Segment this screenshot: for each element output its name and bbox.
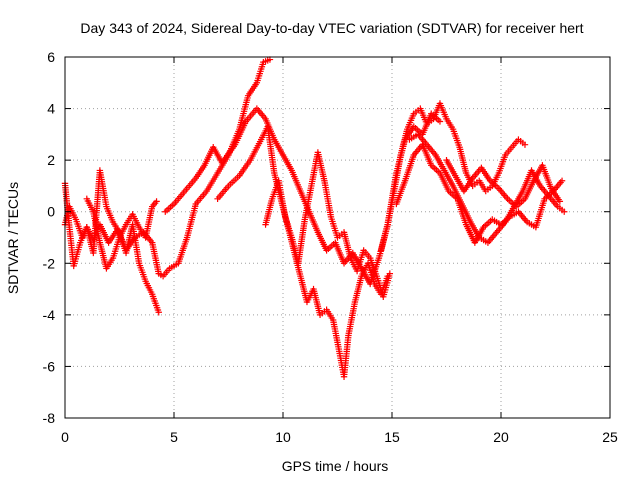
y-tick-label: 0 [47, 204, 55, 220]
x-tick-label: 0 [61, 429, 69, 445]
y-tick-label: 4 [47, 101, 55, 117]
x-tick-label: 25 [602, 429, 618, 445]
data-points [61, 56, 568, 380]
data-point [561, 208, 568, 215]
series-track-10 [83, 195, 160, 272]
x-tick-label: 15 [384, 429, 400, 445]
y-axis-label: SDTVAR / TECUs [5, 182, 21, 294]
plot-frame [64, 56, 611, 419]
x-axis-label: GPS time / hours [282, 458, 389, 474]
x-tick-label: 10 [275, 429, 291, 445]
data-point [558, 177, 566, 184]
y-tick-label: -8 [43, 410, 56, 426]
series-track-3 [214, 123, 391, 380]
data-point [386, 270, 394, 277]
x-tick-label: 20 [493, 429, 509, 445]
x-tick-label: 5 [170, 429, 178, 445]
y-tick-label: 6 [47, 49, 55, 65]
data-point [521, 141, 529, 148]
y-tick-label: -6 [43, 358, 56, 374]
axis-ticks: 0 5 10 15 20 25 -8 -6 -4 -2 0 2 4 6 [43, 49, 618, 445]
series-track-7 [406, 131, 568, 246]
y-tick-label: 2 [47, 152, 55, 168]
data-point [556, 198, 564, 205]
y-tick-label: -2 [43, 255, 56, 271]
grid-lines [65, 57, 610, 418]
series-track-8 [443, 156, 564, 210]
chart-title: Day 343 of 2024, Sidereal Day-to-day VTE… [80, 20, 583, 36]
y-tick-label: -4 [43, 307, 56, 323]
series-track-5 [377, 100, 529, 254]
data-point [153, 198, 160, 205]
data-point [436, 118, 444, 125]
series-track-6 [393, 141, 566, 246]
series-track-4 [262, 149, 394, 301]
data-point [155, 309, 162, 316]
